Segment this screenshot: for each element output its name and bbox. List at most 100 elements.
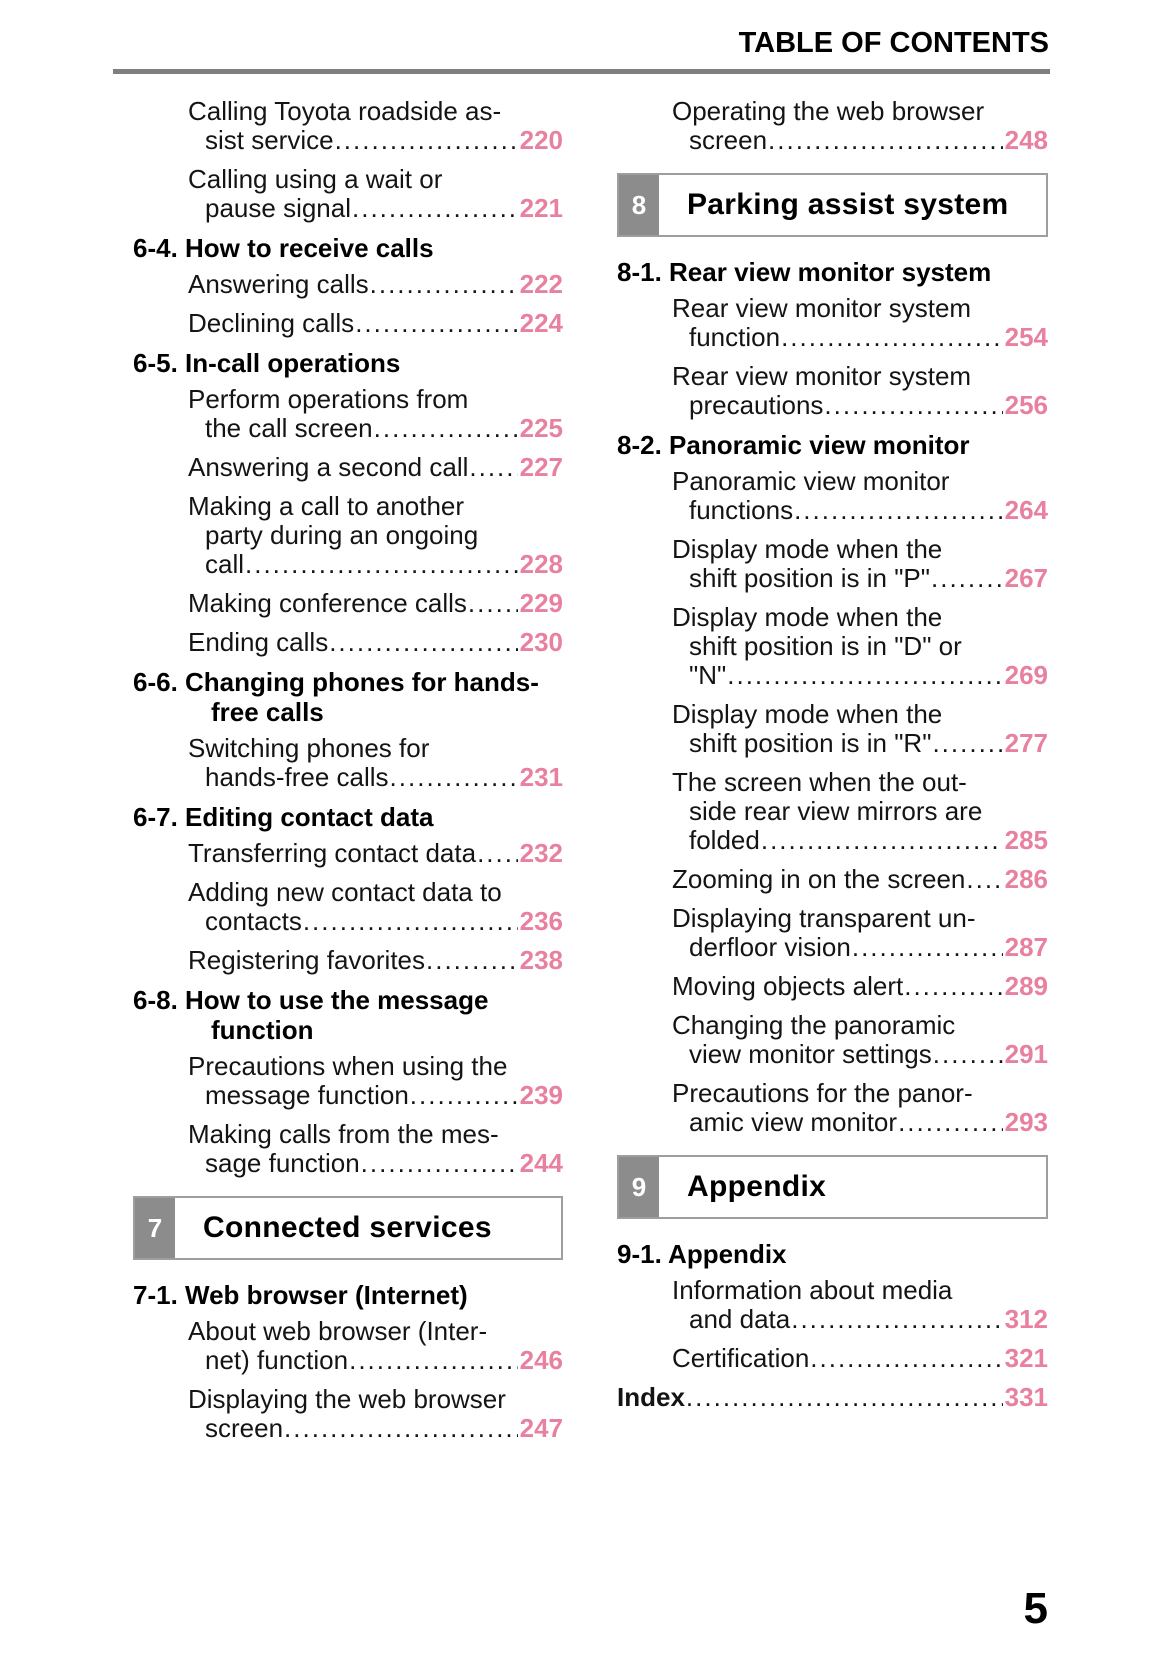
subsection-line: 8-1. Rear view monitor system <box>617 257 992 287</box>
section-title: Appendix <box>687 1170 827 1203</box>
entry-line: amic view monitor 293 <box>689 1108 1048 1137</box>
toc-entry: Precautions for the panor-amic view moni… <box>617 1079 1048 1137</box>
section-number: 8 <box>619 175 659 235</box>
entry-text: and data <box>689 1304 791 1334</box>
section-title: Connected services <box>203 1211 492 1244</box>
dot-leader <box>898 1108 1003 1137</box>
toc-entry: Answering calls 222 <box>133 270 563 299</box>
dot-leader <box>335 126 518 155</box>
entry-line: Making conference calls 229 <box>188 589 563 618</box>
page-number: 291 <box>1004 1039 1048 1069</box>
entry-text: Answering calls <box>188 269 369 299</box>
dot-leader <box>469 453 517 482</box>
entry-text: sist service <box>205 125 334 155</box>
entry-line: Changing the panoramic <box>672 1010 956 1040</box>
entry-line: Moving objects alert 289 <box>672 972 1048 1001</box>
entry-text: precautions <box>689 390 824 420</box>
toc-entry: Ending calls 230 <box>133 628 563 657</box>
subsection-heading: 8-1. Rear view monitor system <box>617 257 1048 287</box>
entry-line: side rear view mirrors are <box>689 796 983 826</box>
toc-entry: Moving objects alert 289 <box>617 972 1048 1001</box>
subsection-line: 6-7. Editing contact data <box>133 802 434 832</box>
page-number: 286 <box>1004 864 1048 894</box>
page-number: 232 <box>519 838 563 868</box>
toc-entry: Display mode when the shift position is i… <box>617 700 1048 758</box>
page-number: 236 <box>519 906 563 936</box>
page-number: 220 <box>519 125 563 155</box>
page-number: 221 <box>519 193 563 223</box>
entry-text: contacts <box>205 906 302 936</box>
section-box: 9 Appendix <box>617 1155 1048 1219</box>
subsection-line: function <box>211 1015 314 1045</box>
entry-text: screen <box>689 125 768 155</box>
page-number: 244 <box>519 1148 563 1178</box>
entry-line: Perform operations from <box>188 384 469 414</box>
entry-line: Registering favorites 238 <box>188 946 563 975</box>
entry-line: Information about media <box>672 1275 953 1305</box>
dot-leader <box>824 391 1002 420</box>
entry-line: Making a call to another <box>188 491 465 521</box>
page-number: 238 <box>519 945 563 975</box>
subsection-heading: 9-1. Appendix <box>617 1239 1048 1269</box>
toc-entry: Transferring contact data 232 <box>133 839 563 868</box>
dot-leader <box>727 661 1002 690</box>
page-number: 285 <box>1004 825 1048 855</box>
entry-text: function <box>689 322 781 352</box>
subsection-heading: 6-4. How to receive calls <box>133 233 563 263</box>
subsection-line: 6-4. How to receive calls <box>133 233 434 263</box>
subsection-line: 6-8. How to use the message <box>133 985 489 1015</box>
entry-line: Operating the web browser <box>672 96 985 126</box>
entry-line: folded 285 <box>689 826 1048 855</box>
dot-leader <box>370 270 518 299</box>
page-number: 267 <box>1004 563 1048 593</box>
entry-line: function 254 <box>689 323 1048 352</box>
entry-line: Making calls from the mes- <box>188 1119 499 1149</box>
entry-text: shift position is in "P" <box>689 563 931 593</box>
entry-line: Displaying transparent un- <box>672 903 976 933</box>
dot-leader <box>781 323 1003 352</box>
section-title: Parking assist system <box>687 188 1009 221</box>
toc-entry: Display mode when the shift position is i… <box>617 535 1048 593</box>
page-number: 225 <box>519 413 563 443</box>
dot-leader <box>794 496 1003 525</box>
entry-line: Ending calls 230 <box>188 628 563 657</box>
page-number: 227 <box>519 452 563 482</box>
toc-entry: Registering favorites 238 <box>133 946 563 975</box>
dot-leader <box>932 729 1002 758</box>
page-number: 331 <box>1004 1382 1048 1412</box>
section-box: 8 Parking assist system <box>617 173 1048 237</box>
entry-text: Registering favorites <box>188 945 425 975</box>
subsection-heading: 8-2. Panoramic view monitor <box>617 430 1048 460</box>
toc-entry: Declining calls 224 <box>133 309 563 338</box>
entry-text: Making conference calls <box>188 588 467 618</box>
page-number: 312 <box>1004 1304 1048 1334</box>
dot-leader <box>349 1346 518 1375</box>
dot-leader <box>426 946 518 975</box>
toc-entry: Displaying transparent un-derfloor visio… <box>617 904 1048 962</box>
toc-entry: Precautions when using the message functi… <box>133 1052 563 1110</box>
folio-page-number: 5 <box>1023 1584 1048 1633</box>
subsection-heading: 7-1. Web browser (Internet) <box>133 1280 563 1310</box>
entry-line: Rear view monitor system <box>672 293 972 323</box>
subsection-line: free calls <box>211 697 324 727</box>
section-number: 7 <box>135 1198 175 1258</box>
subsection-line: 6-6. Changing phones for hands- <box>133 667 539 697</box>
page-number: 239 <box>519 1080 563 1110</box>
entry-line: screen 248 <box>689 126 1048 155</box>
entry-line: party during an ongoing <box>205 520 479 550</box>
entry-text: pause signal <box>205 193 351 223</box>
subsection-heading: 6-5. In-call operations <box>133 348 563 378</box>
entry-line: functions 264 <box>689 496 1048 525</box>
page-number: 321 <box>1004 1343 1048 1373</box>
entry-line: Precautions for the panor- <box>672 1078 973 1108</box>
page-number: 222 <box>519 269 563 299</box>
page-number: 269 <box>1004 660 1048 690</box>
page-number: 293 <box>1004 1107 1048 1137</box>
entry-line: Panoramic view monitor <box>672 466 950 496</box>
